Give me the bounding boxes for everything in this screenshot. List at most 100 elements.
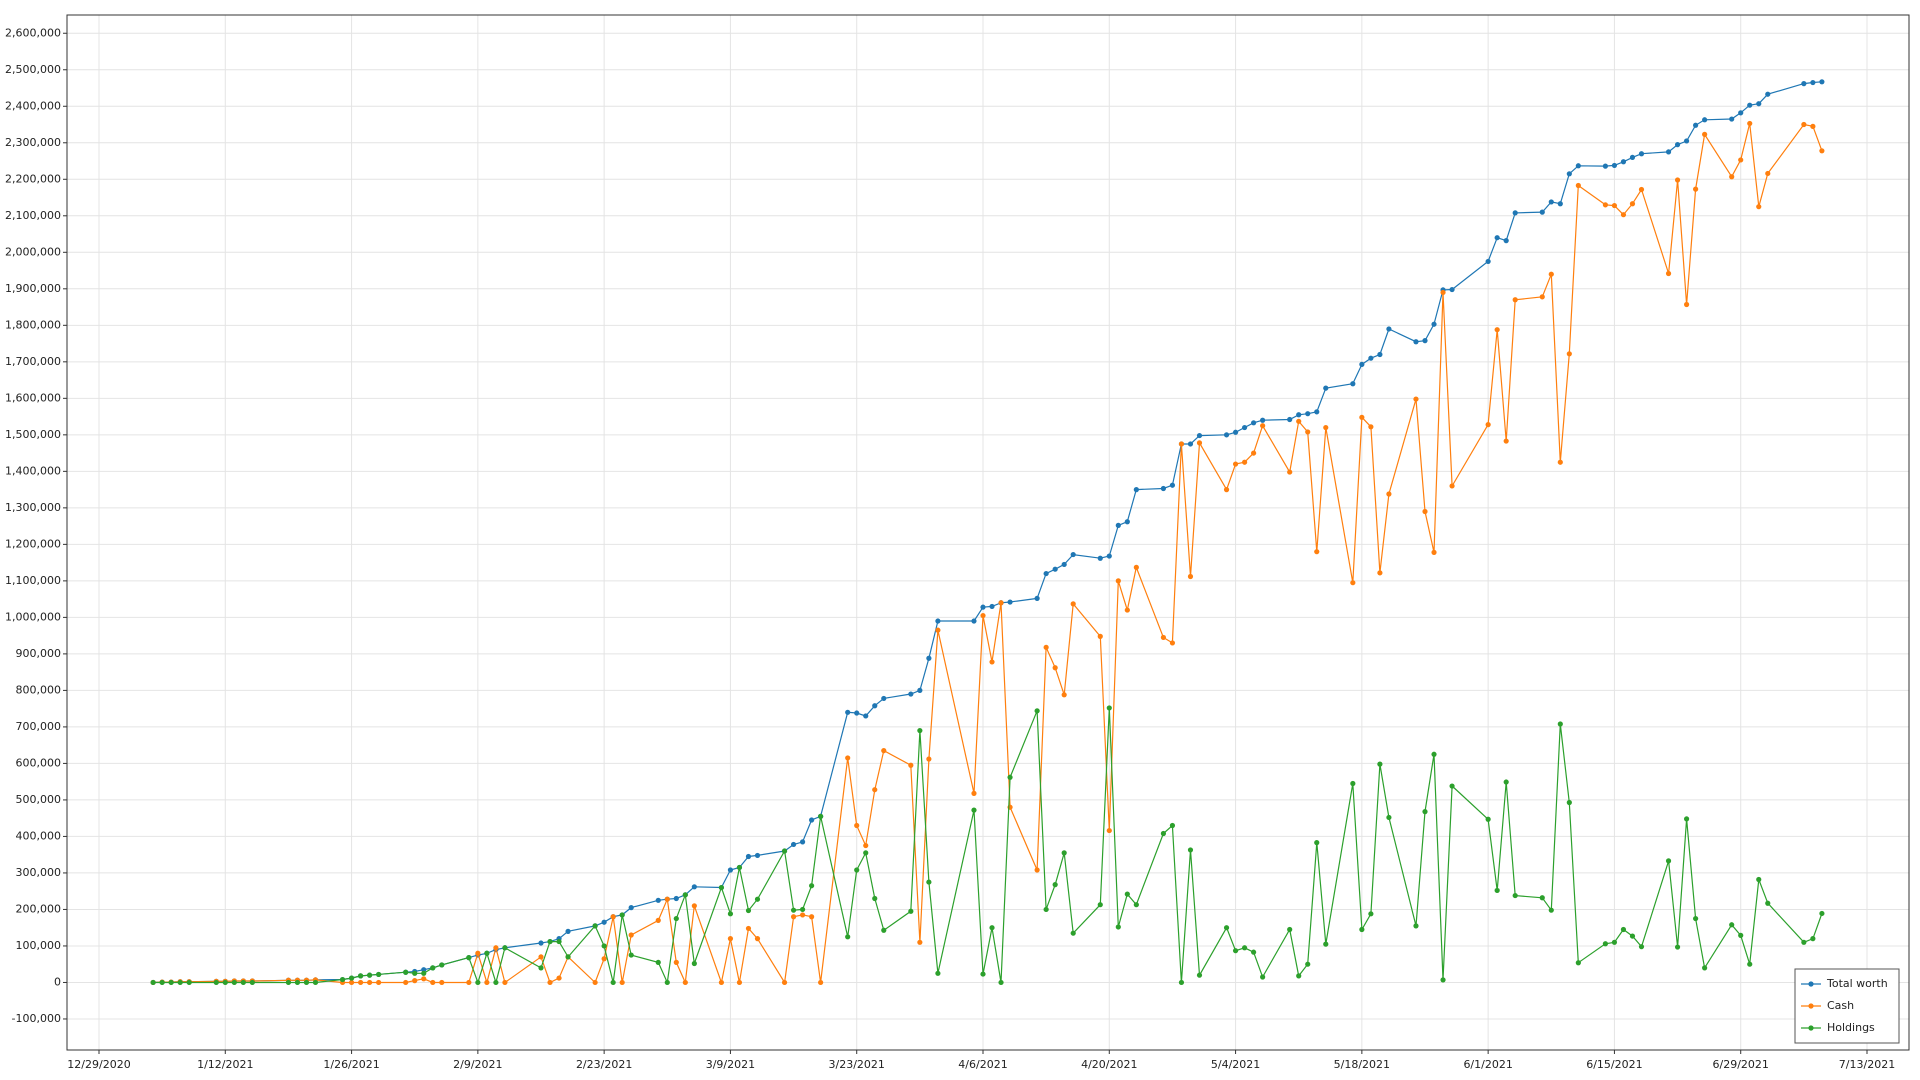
- y-tick-label: 200,000: [16, 902, 62, 915]
- y-tick-label: 2,500,000: [5, 63, 61, 76]
- data-point: [1196, 432, 1203, 439]
- data-point: [799, 839, 806, 845]
- x-tick-label: 1/26/2021: [323, 1058, 379, 1071]
- data-point: [1575, 182, 1581, 189]
- y-tick-label: 400,000: [16, 829, 62, 842]
- data-point: [1765, 91, 1771, 97]
- data-point: [1368, 355, 1374, 361]
- data-point: [421, 967, 427, 973]
- data-point: [1810, 123, 1816, 129]
- data-point: [1160, 485, 1167, 492]
- data-point: [1070, 601, 1076, 607]
- data-point: [682, 892, 688, 898]
- data-point: [1160, 634, 1167, 641]
- data-point: [1819, 910, 1825, 917]
- data-point: [213, 979, 219, 986]
- data-point: [357, 979, 364, 986]
- y-tick-label: -100,000: [12, 1012, 61, 1025]
- data-point: [809, 817, 815, 823]
- data-point: [1296, 418, 1302, 424]
- data-point: [1629, 201, 1636, 207]
- data-point: [177, 979, 183, 986]
- data-point: [466, 955, 472, 961]
- data-point: [1061, 561, 1067, 568]
- data-point: [1043, 570, 1049, 577]
- data-point: [1169, 822, 1176, 829]
- data-point: [1061, 692, 1067, 698]
- legend-label: Cash: [1827, 999, 1854, 1012]
- data-point: [1043, 906, 1049, 913]
- data-point: [1097, 902, 1103, 908]
- x-tick-label: 2/9/2021: [453, 1058, 502, 1071]
- data-point: [1629, 933, 1636, 939]
- data-point: [1106, 827, 1112, 834]
- data-point: [1747, 102, 1753, 108]
- legend: Total worth Cash Holdings: [1794, 968, 1900, 1044]
- data-point: [989, 659, 995, 665]
- data-point: [1674, 177, 1681, 183]
- x-tick-label: 1/12/2021: [197, 1058, 253, 1071]
- data-point: [538, 954, 544, 960]
- data-point: [908, 762, 914, 768]
- data-point: [691, 903, 697, 909]
- data-point: [881, 695, 887, 702]
- data-point: [1232, 461, 1239, 467]
- data-point: [1557, 201, 1563, 207]
- data-point: [1611, 162, 1618, 169]
- data-point: [1810, 936, 1816, 942]
- data-point: [1683, 816, 1690, 822]
- data-point: [1548, 271, 1554, 277]
- data-point: [1314, 549, 1320, 555]
- data-point: [430, 965, 436, 971]
- plot: [150, 79, 1825, 986]
- data-point: [673, 959, 679, 965]
- data-point: [1323, 385, 1329, 391]
- x-tick-label: 6/1/2021: [1463, 1058, 1512, 1071]
- data-point: [917, 687, 923, 693]
- data-point: [357, 973, 364, 979]
- data-point: [1133, 564, 1139, 570]
- data-point: [1810, 79, 1816, 86]
- data-point: [619, 979, 625, 986]
- data-point: [1801, 121, 1807, 128]
- data-point: [854, 867, 860, 873]
- data-point: [466, 979, 472, 986]
- data-point: [1260, 423, 1266, 429]
- data-point: [547, 979, 553, 986]
- data-point: [1241, 945, 1248, 951]
- data-point: [781, 979, 788, 986]
- data-point: [1359, 926, 1365, 933]
- x-tick-label: 3/23/2021: [829, 1058, 885, 1071]
- data-point: [1232, 429, 1239, 435]
- data-point: [998, 600, 1004, 606]
- data-point: [1178, 979, 1185, 986]
- data-point: [935, 627, 941, 633]
- data-point: [493, 945, 499, 951]
- data-point: [421, 976, 427, 982]
- data-point: [1377, 351, 1383, 358]
- x-tick-label: 6/29/2021: [1713, 1058, 1769, 1071]
- data-point: [1602, 163, 1609, 169]
- data-point: [1503, 779, 1509, 785]
- y-tick-label: 1,600,000: [5, 391, 61, 404]
- data-point: [754, 852, 761, 859]
- data-point: [1431, 549, 1437, 555]
- y-tick-label: 1,200,000: [5, 537, 61, 550]
- data-point: [1747, 120, 1753, 127]
- plot-frame: [66, 14, 1910, 1051]
- data-point: [1034, 595, 1040, 601]
- data-point: [1485, 422, 1491, 428]
- x-tick-label: 6/15/2021: [1586, 1058, 1642, 1071]
- data-point: [1314, 840, 1320, 846]
- data-point: [1638, 944, 1645, 950]
- data-point: [439, 962, 445, 968]
- data-point: [1638, 151, 1645, 157]
- data-point: [1503, 438, 1509, 444]
- legend-marker: [1808, 1025, 1814, 1031]
- data-point: [1729, 922, 1735, 928]
- data-point: [854, 822, 860, 829]
- data-point: [1431, 321, 1437, 327]
- data-point: [691, 884, 697, 890]
- data-point: [1052, 665, 1058, 671]
- data-point: [421, 970, 427, 976]
